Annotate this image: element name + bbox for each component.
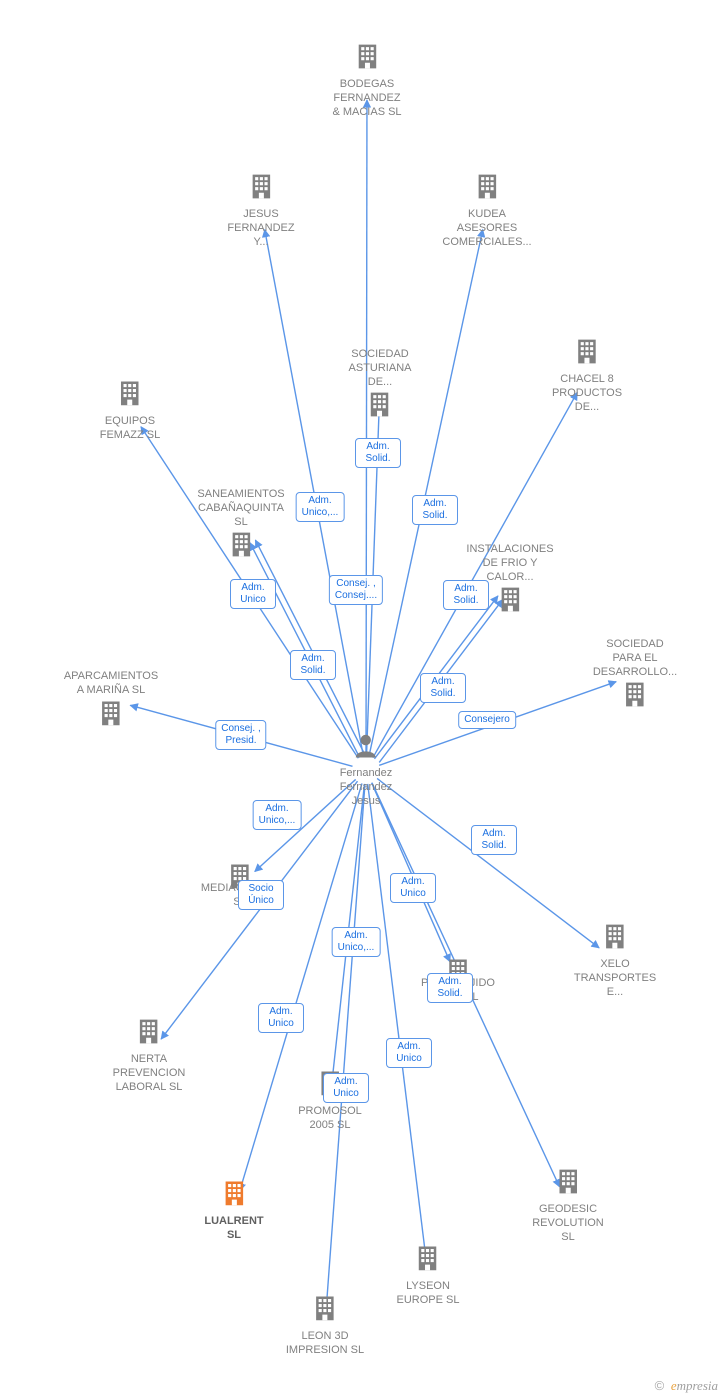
edge-label: Consejero xyxy=(458,711,516,729)
edge-label: Adm.Unico xyxy=(230,579,276,609)
edge-label: Adm.Solid. xyxy=(290,650,336,680)
edge-label: Adm.Unico,... xyxy=(253,800,302,830)
edge-label: Adm.Unico,... xyxy=(332,927,381,957)
company-label: GEODESIC REVOLUTION SL xyxy=(532,1203,604,1244)
company-label: KUDEA ASESORES COMERCIALES... xyxy=(442,208,531,249)
edge-line xyxy=(366,100,367,756)
company-label: BODEGAS FERNANDEZ & MACIAS SL xyxy=(332,78,401,119)
company-label: PROMOSOL 2005 SL xyxy=(298,1105,362,1133)
edge-label: Adm.Unico xyxy=(390,873,436,903)
footer-credit: © empresia xyxy=(655,1378,718,1394)
company-label: SOCIEDAD PARA EL DESARROLLO... xyxy=(593,638,677,679)
company-node[interactable]: JESUS FERNANDEZ Y... xyxy=(227,171,294,249)
company-label: APARCAMIENTOS A MARIÑA SL xyxy=(64,670,158,698)
company-node[interactable]: GEODESIC REVOLUTION SL xyxy=(532,1166,604,1244)
company-node[interactable]: LUALRENT SL xyxy=(204,1178,263,1243)
company-node[interactable]: BODEGAS FERNANDEZ & MACIAS SL xyxy=(332,41,401,119)
company-node[interactable]: SOCIEDAD ASTURIANA DE... xyxy=(349,346,412,424)
company-node[interactable]: APARCAMIENTOS A MARIÑA SL xyxy=(64,668,158,733)
company-label: LYSEON EUROPE SL xyxy=(397,1280,460,1308)
center-person-node[interactable]: Fernandez Fernandez Jesus xyxy=(340,732,393,808)
edge-line xyxy=(255,540,365,755)
company-label: EQUIPOS FEMAZZ SL xyxy=(100,415,161,443)
edge-label: Adm.Unico xyxy=(258,1003,304,1033)
company-label: CHACEL 8 PRODUCTOS DE... xyxy=(552,373,622,414)
edge-line xyxy=(326,784,364,1305)
edge-label: Consej. ,Presid. xyxy=(215,720,266,750)
brand-rest: mpresia xyxy=(677,1378,718,1393)
company-label: INSTALACIONES DE FRIO Y CALOR... xyxy=(466,543,553,584)
edge-line xyxy=(377,778,599,947)
edge-label: Consej. ,Consej.... xyxy=(329,575,383,605)
company-label: SOCIEDAD ASTURIANA DE... xyxy=(349,348,412,389)
company-label: JESUS FERNANDEZ Y... xyxy=(227,208,294,249)
company-label: LUALRENT SL xyxy=(204,1215,263,1243)
company-label: XELO TRANSPORTES E... xyxy=(574,958,656,999)
edge-label: Adm.Solid. xyxy=(471,825,517,855)
company-node[interactable]: EQUIPOS FEMAZZ SL xyxy=(100,378,161,443)
edge-label: Adm.Unico xyxy=(323,1073,369,1103)
edge-label: Adm.Solid. xyxy=(443,580,489,610)
center-person-label: Fernandez Fernandez Jesus xyxy=(340,767,393,808)
company-node[interactable]: CHACEL 8 PRODUCTOS DE... xyxy=(552,336,622,414)
company-node[interactable]: SANEAMIENTOS CABAÑAQUINTA SL xyxy=(197,486,284,564)
company-node[interactable]: XELO TRANSPORTES E... xyxy=(574,921,656,999)
edge-label: Adm.Solid. xyxy=(355,438,401,468)
company-label: SANEAMIENTOS CABAÑAQUINTA SL xyxy=(197,488,284,529)
edge-label: Adm.Solid. xyxy=(427,973,473,1003)
company-node[interactable]: LEON 3D IMPRESION SL xyxy=(286,1293,364,1358)
company-node[interactable]: NERTA PREVENCION LABORAL SL xyxy=(113,1016,186,1094)
edge-label: SocioÚnico xyxy=(238,880,284,910)
company-label: NERTA PREVENCION LABORAL SL xyxy=(113,1053,186,1094)
edge-label: Adm.Unico,... xyxy=(296,492,345,522)
copyright-symbol: © xyxy=(655,1378,665,1393)
edge-label: Adm.Solid. xyxy=(420,673,466,703)
network-diagram: Fernandez Fernandez Jesus BODEGAS FERNAN… xyxy=(0,0,728,1400)
company-node[interactable]: LYSEON EUROPE SL xyxy=(397,1243,460,1308)
edge-line xyxy=(368,784,426,1255)
edge-label: Adm.Solid. xyxy=(412,495,458,525)
company-node[interactable]: KUDEA ASESORES COMERCIALES... xyxy=(442,171,531,249)
company-node[interactable]: SOCIEDAD PARA EL DESARROLLO... xyxy=(593,636,677,714)
edge-label: Adm.Unico xyxy=(386,1038,432,1068)
company-label: LEON 3D IMPRESION SL xyxy=(286,1330,364,1358)
